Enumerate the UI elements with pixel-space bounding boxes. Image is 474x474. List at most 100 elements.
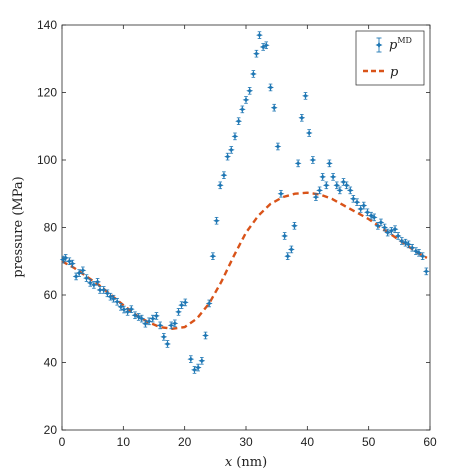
- data-point: [412, 247, 420, 255]
- star-marker: [287, 246, 295, 253]
- x-tick-label: 40: [301, 435, 315, 449]
- data-point: [398, 237, 406, 245]
- legend-label-p: p: [390, 65, 399, 80]
- data-point: [291, 222, 298, 230]
- data-point: [262, 41, 270, 50]
- data-point: [277, 189, 285, 198]
- legend-label-p-md: pMD: [389, 36, 412, 53]
- data-point: [294, 159, 302, 168]
- star-marker: [224, 153, 231, 161]
- data-point: [124, 308, 132, 316]
- data-point: [353, 198, 361, 206]
- star-marker: [113, 298, 121, 306]
- star-marker: [262, 41, 270, 49]
- data-point: [59, 255, 67, 264]
- y-tick-label: 20: [44, 423, 58, 437]
- data-point: [175, 308, 182, 316]
- data-point: [238, 105, 246, 114]
- data-point: [246, 87, 254, 95]
- star-marker: [333, 181, 341, 189]
- data-point: [402, 238, 409, 247]
- star-marker: [235, 117, 243, 125]
- star-marker: [253, 50, 260, 58]
- star-marker: [394, 232, 402, 240]
- data-point: [153, 312, 160, 320]
- star-marker: [336, 186, 344, 194]
- star-marker: [353, 198, 361, 206]
- x-axis-label: x (nm): [225, 455, 267, 470]
- star-marker: [402, 239, 409, 247]
- star-marker: [171, 319, 179, 327]
- star-marker: [291, 222, 298, 230]
- data-point: [298, 114, 306, 122]
- star-marker: [302, 92, 309, 100]
- star-marker: [83, 274, 90, 282]
- star-marker: [202, 332, 209, 339]
- data-point: [259, 43, 267, 51]
- x-tick-label: 0: [59, 435, 66, 449]
- data-point: [256, 31, 263, 39]
- data-point: [235, 117, 243, 125]
- data-point: [302, 92, 309, 100]
- star-marker: [370, 213, 378, 221]
- star-marker: [322, 181, 330, 189]
- legend-star-icon: [375, 41, 383, 49]
- data-point: [79, 266, 87, 275]
- data-point: [120, 305, 128, 314]
- star-marker: [216, 181, 224, 189]
- data-point: [69, 259, 76, 268]
- star-marker: [405, 240, 412, 248]
- data-point: [127, 305, 135, 313]
- star-marker: [387, 227, 395, 235]
- star-marker: [191, 366, 198, 374]
- data-point: [160, 333, 168, 341]
- data-point: [94, 278, 101, 286]
- star-marker: [167, 321, 175, 329]
- star-marker: [131, 311, 139, 319]
- data-point: [209, 252, 217, 260]
- x-tick-label: 10: [117, 435, 131, 449]
- data-point: [83, 274, 90, 282]
- star-marker: [294, 159, 302, 167]
- star-marker: [267, 84, 274, 91]
- star-marker: [160, 333, 168, 341]
- data-point: [231, 132, 239, 141]
- star-marker: [164, 340, 171, 348]
- star-marker: [103, 289, 111, 297]
- star-marker: [72, 273, 80, 280]
- data-point: [370, 213, 378, 222]
- data-point: [86, 279, 94, 287]
- data-point: [322, 181, 330, 190]
- star-marker: [90, 281, 98, 289]
- data-point: [270, 103, 278, 112]
- star-marker: [398, 237, 406, 245]
- x-tick-label: 60: [423, 435, 437, 449]
- p-dashed-line: [61, 191, 428, 331]
- star-marker: [156, 321, 164, 329]
- star-marker: [149, 315, 157, 323]
- x-tick-label: 20: [178, 435, 192, 449]
- star-marker: [181, 299, 189, 306]
- x-tick-label: 30: [239, 435, 253, 449]
- star-marker: [209, 252, 217, 260]
- data-point: [198, 357, 206, 365]
- data-point: [117, 303, 125, 311]
- star-marker: [107, 293, 114, 301]
- data-point: [422, 267, 430, 276]
- star-marker: [86, 279, 94, 287]
- y-tick-label: 60: [44, 288, 58, 302]
- y-axis: 20 40 60 80 100 120 140: [37, 18, 430, 437]
- data-point: [187, 355, 195, 363]
- legend-box: [355, 30, 425, 86]
- star-marker: [284, 252, 292, 260]
- star-marker: [408, 244, 416, 252]
- star-marker: [349, 195, 357, 203]
- star-marker: [198, 357, 206, 365]
- star-marker: [346, 186, 354, 194]
- star-marker: [178, 301, 185, 309]
- star-marker: [69, 260, 76, 268]
- data-point: [156, 321, 164, 330]
- star-marker: [422, 267, 430, 275]
- data-point: [336, 186, 344, 195]
- star-marker: [127, 305, 135, 313]
